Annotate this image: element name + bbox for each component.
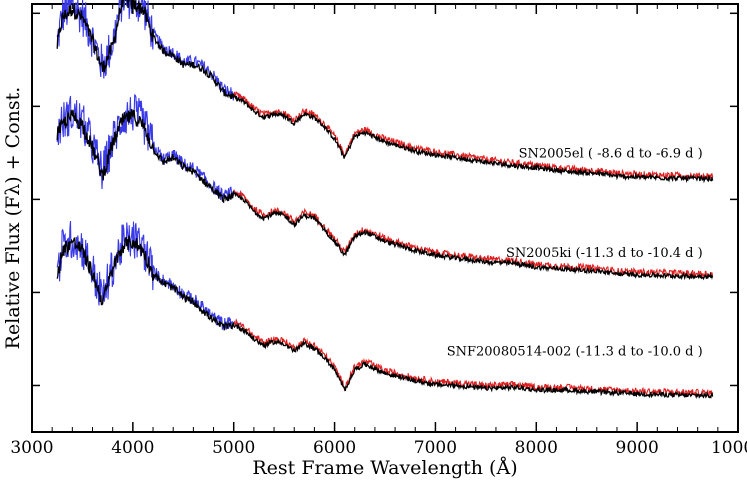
- annotation-layer: SN2005el ( -8.6 d to -6.9 d ) SN2005ki (-…: [447, 147, 703, 360]
- plot-frame: [31, 3, 739, 433]
- x-tick-label: 9000: [616, 438, 659, 458]
- spectrum-label: SNF20080514-002 (-11.3 d to -10.0 d ): [447, 345, 703, 360]
- spectrum-group: [56, 220, 714, 400]
- x-tick-label: 10000: [711, 438, 747, 458]
- x-tick-label: 6000: [313, 438, 356, 458]
- x-tick-label: 4000: [111, 438, 154, 458]
- comparison-spectrum-red: [233, 91, 714, 181]
- comparison-spectrum-blue: [56, 220, 245, 330]
- y-axis-title: Relative Flux (Fλ) + Const.: [2, 87, 24, 350]
- reference-spectrum: [56, 0, 714, 184]
- comparison-spectrum-red: [233, 189, 714, 279]
- x-tick-label: 8000: [515, 438, 558, 458]
- x-tick-label: 3000: [10, 438, 53, 458]
- x-tick-label: 5000: [212, 438, 255, 458]
- spectrum-group: [56, 0, 714, 184]
- reference-spectrum: [56, 235, 714, 400]
- reference-spectrum: [56, 108, 714, 281]
- spectrum-label: SN2005el ( -8.6 d to -6.9 d ): [519, 147, 703, 162]
- tick-layer: 3000 4000 5000 6000 7000 8000 9000 10000: [10, 4, 747, 458]
- spectrum-group: [56, 93, 714, 281]
- spectrum-label: SN2005ki (-11.3 d to -10.4 d ): [506, 246, 703, 261]
- x-tick-label: 7000: [414, 438, 457, 458]
- x-axis-title: Rest Frame Wavelength (Å): [252, 457, 517, 479]
- series-layer: [56, 0, 714, 400]
